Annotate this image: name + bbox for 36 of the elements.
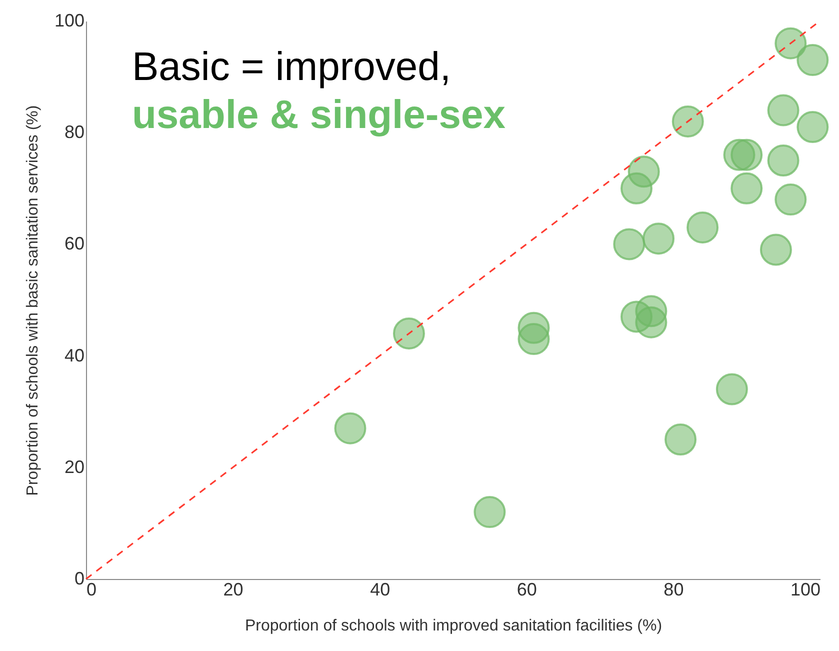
point [774,27,807,60]
point [334,412,366,444]
y-tick-label: 40 [64,345,84,366]
point [796,44,829,76]
x-tick-label: 40 [370,580,390,600]
point [774,184,807,216]
x-tick-label: 80 [664,580,684,600]
point [672,105,704,138]
point [664,424,697,456]
x-tick-label: 0 [86,580,97,600]
point [767,144,800,176]
x-tick-label: 20 [223,580,244,600]
y-tick-label: 20 [64,456,84,477]
y-tick-label: 60 [64,234,84,254]
y-tick-label: 100 [54,10,84,30]
point [620,172,652,204]
point [392,318,425,350]
point [613,228,646,260]
point [767,94,800,126]
point [474,496,506,528]
point [635,306,668,338]
point [518,323,550,356]
point [796,111,829,143]
x-axis-title: Proportion of schools with improved sanitation facilities (%) [244,618,662,634]
point [730,138,763,171]
text: usable & single-sex [132,93,506,137]
text: Basic = improved, [132,45,452,89]
x-tick-label: 100 [790,580,820,600]
y-axis-title: Proportion of schools with basic sanitation services (%) [24,105,42,496]
point [716,373,748,406]
point [686,211,719,244]
point [760,234,792,266]
y-tick-label: 80 [64,122,84,142]
point [730,172,763,204]
x-tick-label: 60 [516,580,537,600]
point [642,222,675,255]
